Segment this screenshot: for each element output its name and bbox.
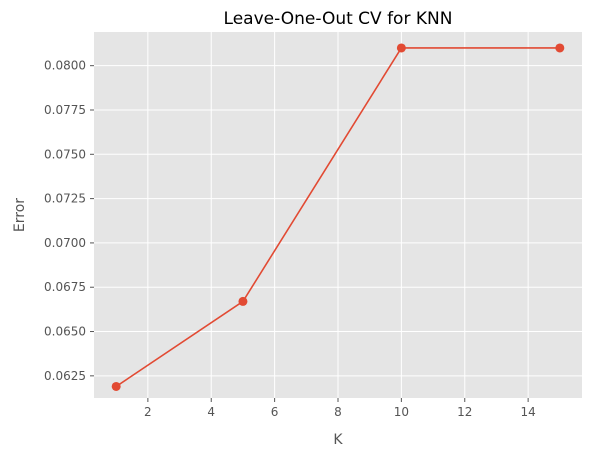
y-tick-label: 0.0700 — [44, 236, 86, 250]
y-tick-label: 0.0725 — [44, 192, 86, 206]
y-tick-label: 0.0650 — [44, 325, 86, 339]
x-tick-label: 8 — [334, 405, 342, 419]
x-tick-label: 6 — [271, 405, 279, 419]
data-point — [555, 43, 565, 53]
x-tick-label: 2 — [144, 405, 152, 419]
y-tick-label: 0.0800 — [44, 59, 86, 73]
x-tick-label: 12 — [457, 405, 472, 419]
ticks: 2 4 6 8 10 12 14 0.0625 0.0650 0.0675 0.0700 0.0725… — [44, 59, 536, 419]
x-tick-label: 14 — [520, 405, 535, 419]
series-line — [115, 47, 560, 388]
grid — [94, 32, 582, 398]
y-tick-label: 0.0625 — [44, 369, 86, 383]
y-axis-label: Error — [12, 198, 28, 232]
data-point — [238, 296, 248, 306]
y-tick-label: 0.0675 — [44, 280, 86, 294]
data-point — [396, 43, 406, 53]
data-point — [111, 381, 121, 391]
series — [111, 43, 565, 391]
chart-title: Leave-One-Out CV for KNN — [224, 9, 453, 29]
y-tick-label: 0.0775 — [44, 103, 86, 117]
x-axis-label: K — [333, 432, 343, 448]
x-tick-label: 4 — [207, 405, 215, 419]
x-tick-label: 10 — [394, 405, 409, 419]
y-tick-label: 0.0750 — [44, 147, 86, 161]
